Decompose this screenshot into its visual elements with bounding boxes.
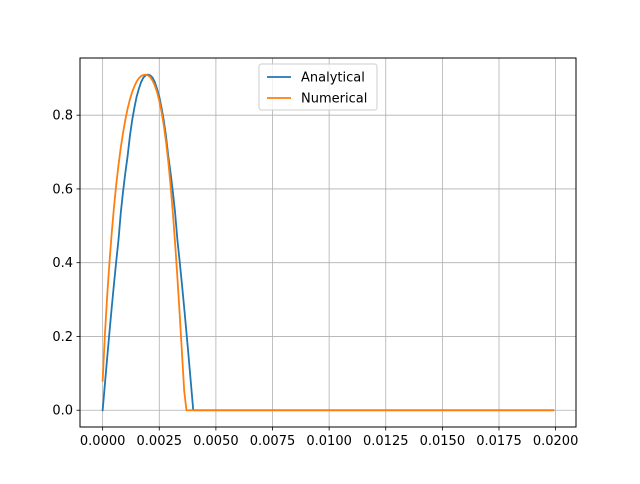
plot-area-frame [79, 57, 577, 428]
x-tick-label: 0.0200 [533, 434, 579, 449]
x-tick-label: 0.0100 [306, 434, 352, 449]
y-tick-label: 0.8 [52, 109, 73, 124]
legend: Analytical Numerical [258, 63, 378, 111]
axis-ticks: 0.0000 0.0025 0.0050 0.0075 0.0100 0.0125 0.01… [52, 109, 578, 449]
legend-label-numerical: Numerical [301, 92, 367, 107]
y-tick-label: 0.0 [52, 404, 73, 419]
x-tick-label: 0.0150 [420, 434, 466, 449]
y-tick-label: 0.6 [52, 182, 73, 197]
x-tick-label: 0.0075 [250, 434, 296, 449]
x-tick-label: 0.0050 [193, 434, 239, 449]
x-tick-label: 0.0125 [363, 434, 409, 449]
series-line-analytical [101, 73, 555, 412]
series-lines [101, 73, 555, 412]
series-line-numerical [101, 73, 555, 412]
legend-label-analytical: Analytical [301, 71, 365, 86]
y-tick-label: 0.4 [52, 256, 73, 271]
y-tick-label: 0.2 [52, 330, 73, 345]
x-tick-label: 0.0175 [476, 434, 522, 449]
x-tick-label: 0.0025 [137, 434, 183, 449]
x-tick-label: 0.0000 [80, 434, 126, 449]
